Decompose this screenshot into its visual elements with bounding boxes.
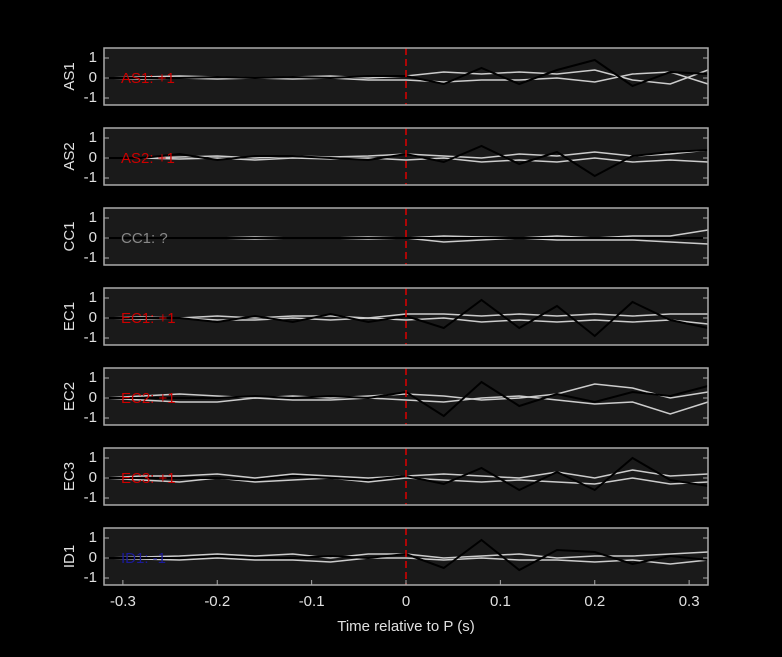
plot-frame [103,47,709,106]
y-axis-label: ID1 [61,545,78,568]
y-axis-label: CC1 [61,221,78,251]
x-axis-label: Time relative to P (s) [337,618,475,635]
y-tick-label: -1 [84,329,97,346]
y-tick-label: 0 [89,229,97,246]
plot-frame [103,287,709,346]
y-tick-label: 1 [89,449,97,466]
annotation: EC3: +1 [121,470,176,487]
y-tick-label: 1 [89,209,97,226]
annotation: CC1: ? [121,230,168,247]
y-tick-label: -1 [84,249,97,266]
annotation: EC1: +1 [121,310,176,327]
y-tick-label: -1 [84,89,97,106]
annotation: AS2: +1 [121,150,175,167]
y-axis-label: AS2 [61,142,78,170]
x-tick-label: 0.1 [490,593,511,610]
trace [103,317,709,325]
y-tick-label: 0 [89,389,97,406]
x-tick-label: 0.3 [679,593,700,610]
y-tick-label: -1 [84,569,97,586]
x-tick-label: -0.2 [204,593,230,610]
y-tick-label: -1 [84,489,97,506]
y-tick-label: 0 [89,309,97,326]
x-tick-label: 0 [402,593,410,610]
annotation: ID1: -1 [121,550,166,567]
y-tick-label: -1 [84,169,97,186]
x-tick-label: -0.1 [299,593,325,610]
y-tick-label: 0 [89,549,97,566]
y-tick-label: 1 [89,369,97,386]
y-tick-label: 0 [89,149,97,166]
y-tick-label: 0 [89,469,97,486]
y-axis-label: EC1 [61,302,78,331]
y-axis-label: EC2 [61,382,78,411]
y-tick-label: 1 [89,129,97,146]
y-axis-label: AS1 [61,62,78,90]
x-tick-label: 0.2 [584,593,605,610]
y-tick-label: 1 [89,289,97,306]
annotation: EC2: +1 [121,390,176,407]
plot-frame [103,447,709,506]
x-tick-label: -0.3 [110,593,136,610]
trace [103,71,709,85]
trace [103,557,709,565]
plot-frame [103,127,709,186]
trace [103,395,709,415]
y-tick-label: 0 [89,69,97,86]
y-tick-label: 1 [89,49,97,66]
annotation: AS1: +1 [121,70,175,87]
y-tick-label: 1 [89,529,97,546]
plot-frame [103,207,709,266]
plot-frame [103,367,709,426]
y-tick-label: -1 [84,409,97,426]
y-axis-label: EC3 [61,462,78,491]
trace [103,477,709,485]
